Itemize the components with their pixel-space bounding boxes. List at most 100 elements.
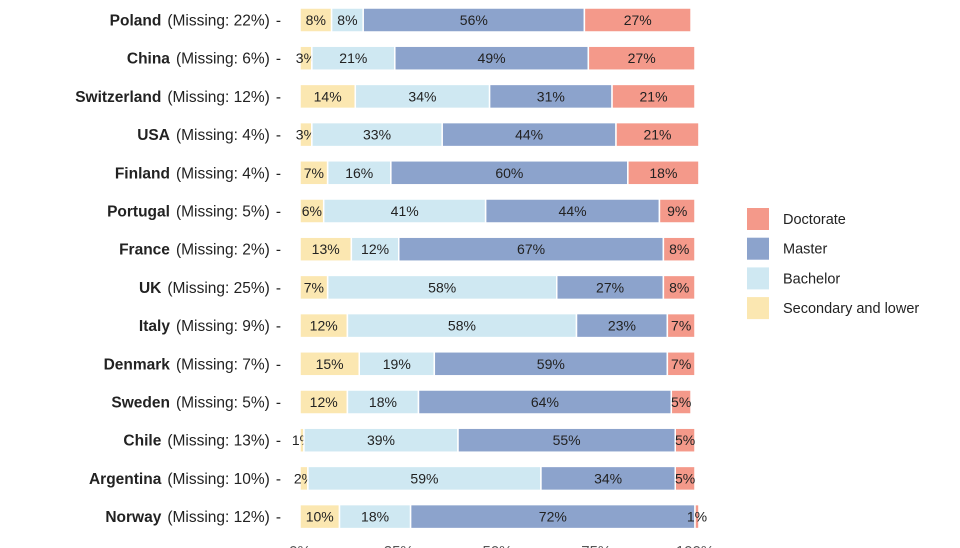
data-label: 9% [667,203,687,219]
bar-row-portugal: 6% 41% 44% 9% [299,198,696,224]
country-name: Denmark [104,356,171,373]
bar-segment [326,160,392,186]
legend-label: Secondary and lower [783,301,919,317]
bar-row-denmark: 15% 19% 59% 7% [299,351,696,377]
bar-segment [666,312,696,339]
country-name: Argentina [89,471,162,488]
country-name: UK [139,280,162,297]
y-tick-label: Sweden (Missing: 5%) - [111,395,281,412]
missing-share: (Missing: 12%) [167,89,270,106]
data-label: 34% [594,470,622,486]
bar-segment [362,7,586,33]
x-tick-label: 0% [289,543,311,548]
y-tick-label: Denmark (Missing: 7%) - [104,356,281,373]
bar-row-italy: 12% 58% 23% 7% [299,312,696,339]
country-name: Poland [110,13,162,30]
data-label: 8% [337,12,357,28]
bar-segment [441,121,617,148]
missing-share: (Missing: 4%) [176,165,270,182]
bar-segment [583,7,692,33]
country-name: Switzerland [75,89,161,106]
legend-swatch [747,267,769,290]
data-label: 7% [304,279,324,295]
bar-segment [674,427,696,453]
bar-segment [398,236,665,262]
y-tick-label: Chile (Missing: 13%) - [123,433,281,450]
data-label: 72% [539,509,567,525]
bar-segment [303,427,459,453]
bar-segment [670,389,692,415]
bar-segment [611,83,696,110]
x-tick-label: 100% [676,543,714,548]
data-label: 6% [302,203,322,219]
x-tick-label: 50% [482,543,512,548]
data-label: 18% [361,509,389,525]
missing-share: (Missing: 12%) [167,509,270,526]
country-name: Norway [105,509,161,526]
bar-segment [390,160,629,186]
y-tick-label: Poland (Missing: 22%) - [110,13,281,30]
y-tick-label: China (Missing: 6%) - [127,51,281,68]
missing-share: (Missing: 2%) [176,242,270,259]
bar-segment [627,160,700,186]
bar-segment [666,351,696,377]
data-label: 27% [596,279,624,295]
data-label: 59% [410,470,438,486]
data-label: 41% [391,203,419,219]
data-label: 64% [531,394,559,410]
bar-segment [338,503,412,530]
data-label: 8% [306,12,326,28]
country-name: China [127,51,170,68]
bar-segment [299,351,360,377]
bar-segment [299,312,349,339]
data-label: 55% [553,432,581,448]
bar-row-switzerland: 14% 34% 31% 21% [299,83,696,110]
data-label: 15% [316,356,344,372]
data-label: 7% [671,356,691,372]
legend-label: Doctorate [783,212,846,228]
bar-segment [299,274,329,301]
data-label: 3% [296,50,316,66]
bar-segment [575,312,669,339]
data-label: 16% [345,165,373,181]
bar-row-argentina: 2% 59% 34% 5% [294,465,696,492]
bar-segment [587,45,696,71]
data-label: 67% [517,241,545,257]
missing-share: (Missing: 22%) [167,13,270,30]
bar-segment [615,121,700,148]
data-label: 44% [559,203,587,219]
bars: 8% 8% 56% 27% 3% 21% 49% 27% 14% 34% 31% 21% 3% 33% 44… [292,7,707,530]
y-tick-label: USA (Missing: 4%) - [137,127,281,144]
data-label: 7% [304,165,324,181]
bar-row-poland: 8% 8% 56% 27% [299,7,692,33]
legend-swatch [747,237,769,260]
y-tick-label: France (Missing: 2%) - [119,242,281,259]
data-label: 5% [671,394,691,410]
legend-item: Secondary and lower [747,297,919,320]
bar-segment [299,503,341,530]
bar-row-uk: 7% 58% 27% 8% [299,274,696,301]
bar-segment [330,7,364,33]
bar-row-france: 13% 12% 67% 8% [299,236,696,262]
x-axis: 0% 25% 50% 75% 100% [289,543,714,548]
legend-label: Master [783,242,827,258]
data-label: 49% [478,50,506,66]
missing-share: (Missing: 10%) [167,471,270,488]
data-label: 10% [306,509,334,525]
bar-segment [662,236,696,262]
data-label: 21% [643,127,671,143]
y-tick-label: Switzerland (Missing: 12%) - [75,89,281,106]
y-tick-label: Portugal (Missing: 5%) - [107,204,281,221]
legend-swatch [747,208,769,230]
missing-share: (Missing: 5%) [176,395,270,412]
missing-share: (Missing: 6%) [176,51,270,68]
data-label: 33% [363,127,391,143]
bar-segment [307,465,542,492]
bar-segment [556,274,665,301]
missing-share: (Missing: 7%) [176,356,270,373]
data-label: 27% [624,12,652,28]
bar-segment [354,83,491,110]
data-label: 31% [537,88,565,104]
bar-segment [299,7,333,33]
